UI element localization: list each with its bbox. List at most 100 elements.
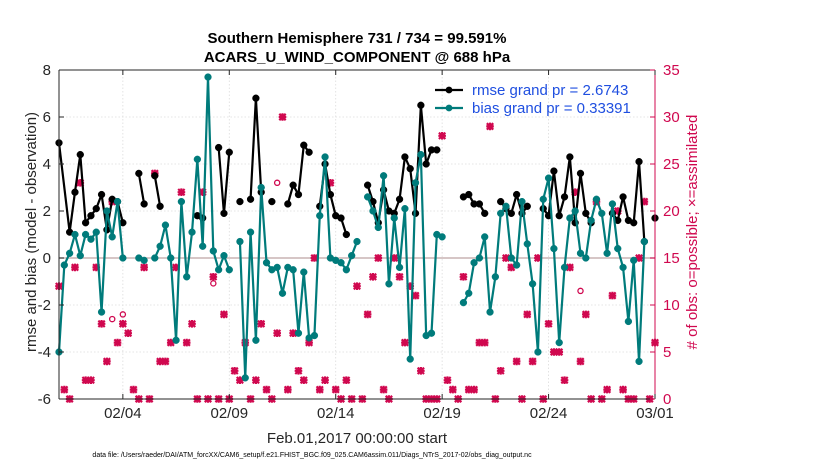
assimilated-count-marker xyxy=(294,366,303,375)
bias-series-point xyxy=(183,273,191,281)
y-tick-label: -2 xyxy=(38,297,51,314)
assimilated-count-marker xyxy=(251,376,260,385)
rmse-series-point xyxy=(512,190,521,199)
bias-series-point xyxy=(614,244,622,253)
rmse-series-point xyxy=(76,150,84,159)
legend-rmse-label: rmse grand pr = 2.6743 xyxy=(472,82,628,99)
assimilated-count-marker xyxy=(241,338,250,347)
rmse-series-point xyxy=(576,169,585,178)
legend-bias-label: bias grand pr = 0.33391 xyxy=(472,100,631,117)
rmse-series-point xyxy=(140,200,148,208)
assimilated-count-marker xyxy=(400,338,409,347)
rmse-series-point xyxy=(92,205,100,213)
assimilated-count-marker xyxy=(480,338,489,347)
bias-series-point xyxy=(630,256,638,265)
bias-series-point xyxy=(262,259,271,267)
bias-series-point xyxy=(635,357,643,366)
rmse-series-point xyxy=(300,141,308,149)
bias-series-point xyxy=(560,263,569,272)
rmse-series-point xyxy=(465,190,473,199)
bias-series-point xyxy=(151,254,159,262)
bias-series-point xyxy=(140,256,148,265)
rmse-series-point xyxy=(71,188,79,196)
rmse-series-point xyxy=(225,148,233,156)
bias-series-point xyxy=(518,197,526,206)
y-tick-label: 2 xyxy=(43,203,51,220)
assimilated-count-marker xyxy=(321,376,330,385)
bias-series-point xyxy=(241,374,249,382)
plot-area xyxy=(59,70,655,399)
assimilated-count-marker xyxy=(502,254,510,262)
rmse-series-point xyxy=(284,200,292,208)
assimilated-count-marker xyxy=(459,272,468,281)
bias-series-point xyxy=(523,240,531,248)
bias-series-point xyxy=(92,228,100,236)
rmse-series-point xyxy=(236,197,244,206)
assimilated-count-marker xyxy=(60,385,69,394)
assimilated-count-marker xyxy=(257,319,266,328)
bias-series-point xyxy=(598,209,606,218)
rmse-series-point xyxy=(342,230,351,239)
assimilated-count-marker xyxy=(416,366,425,375)
rmse-series-point xyxy=(156,202,164,210)
y-right-tick-label: 35 xyxy=(663,62,680,79)
assimilated-count-marker xyxy=(209,272,218,281)
rmse-series-point xyxy=(294,190,303,199)
rmse-series-point xyxy=(305,148,313,156)
assimilated-count-marker xyxy=(603,385,612,394)
bias-series-point xyxy=(71,230,79,239)
rmse-series-point xyxy=(151,172,159,180)
bias-series-point xyxy=(193,155,202,163)
assimilated-count-marker xyxy=(379,385,388,394)
bias-series-point xyxy=(369,207,377,215)
rmse-series-point xyxy=(507,209,515,218)
rmse-series-point xyxy=(395,195,404,203)
assimilated-count-marker xyxy=(182,338,191,347)
y-right-tick-label: 25 xyxy=(663,156,680,173)
y-axis-label: rmse and bias (model - observation) xyxy=(23,112,40,352)
assimilated-count-marker xyxy=(310,254,319,262)
assimilated-count-marker xyxy=(549,348,558,356)
assimilated-count-marker xyxy=(533,254,542,262)
bias-series-point xyxy=(507,254,515,262)
bias-series-point xyxy=(167,254,175,262)
bias-series-point xyxy=(214,266,223,274)
bias-series-point xyxy=(65,249,74,257)
assimilated-count-marker xyxy=(443,376,452,385)
rmse-series-point xyxy=(475,200,484,208)
assimilated-count-marker xyxy=(368,272,377,281)
bias-series-point xyxy=(592,195,601,203)
assimilated-count-marker xyxy=(262,385,271,394)
assimilated-count-marker xyxy=(507,263,516,272)
bias-series-point xyxy=(576,249,585,257)
bias-series-point xyxy=(475,254,484,262)
rmse-series-point xyxy=(363,181,372,189)
rmse-series-point xyxy=(289,181,297,189)
assimilated-count-marker xyxy=(464,385,473,394)
bias-series-point xyxy=(619,263,627,272)
assimilated-count-marker xyxy=(230,366,239,375)
assimilated-count-marker xyxy=(315,385,324,394)
assimilated-count-marker xyxy=(374,254,383,262)
bias-series-point xyxy=(427,329,436,337)
bias-series-point xyxy=(608,200,617,208)
bias-series-point xyxy=(411,179,420,187)
assimilated-count-marker xyxy=(97,319,106,328)
bias-series-point xyxy=(401,205,409,213)
rmse-series-point xyxy=(555,212,563,220)
rmse-series-point xyxy=(268,197,276,206)
rmse-series-point xyxy=(481,209,489,218)
assimilated-count-marker xyxy=(86,376,95,385)
obs-count-markers xyxy=(55,113,659,403)
axes xyxy=(58,69,656,400)
bias-series-point xyxy=(528,280,537,288)
rmse-series-line xyxy=(153,175,162,207)
assimilated-count-marker xyxy=(76,178,85,187)
bias-series-point xyxy=(342,266,351,274)
bias-series-point xyxy=(294,329,303,337)
bias-series-point xyxy=(81,230,90,239)
assimilated-count-marker xyxy=(81,376,90,385)
rmse-series-line xyxy=(137,173,146,205)
bias-series xyxy=(55,73,649,382)
assimilated-count-marker xyxy=(326,178,335,187)
